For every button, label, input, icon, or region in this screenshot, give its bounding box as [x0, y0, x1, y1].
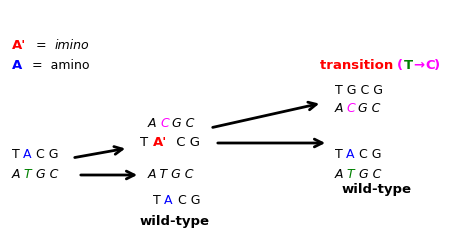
Text: A: A — [148, 117, 161, 129]
Text: C G: C G — [355, 149, 382, 161]
Text: C: C — [160, 117, 169, 129]
Text: A': A' — [12, 38, 26, 51]
Text: =  amino: = amino — [24, 59, 90, 72]
Text: T G C G: T G C G — [335, 83, 383, 96]
Text: G C: G C — [355, 169, 382, 182]
Text: transition: transition — [320, 59, 398, 72]
Text: T: T — [404, 59, 413, 72]
Text: A T G C: A T G C — [148, 169, 194, 182]
Text: A': A' — [153, 137, 167, 150]
Text: T: T — [23, 169, 31, 182]
Text: imino: imino — [55, 38, 90, 51]
Text: T: T — [346, 169, 354, 182]
Text: T: T — [153, 193, 165, 206]
Text: G C: G C — [168, 117, 194, 129]
Text: T: T — [140, 137, 152, 150]
Text: G C: G C — [32, 169, 58, 182]
Text: C: C — [346, 101, 355, 114]
Text: C G: C G — [174, 193, 201, 206]
Text: wild-type: wild-type — [140, 215, 210, 228]
Text: C G: C G — [172, 137, 200, 150]
Text: C: C — [425, 59, 435, 72]
Text: A: A — [335, 101, 347, 114]
Text: A: A — [164, 193, 173, 206]
Text: T: T — [12, 149, 24, 161]
Text: =: = — [28, 38, 55, 51]
Text: C G: C G — [32, 149, 58, 161]
Text: A: A — [12, 169, 25, 182]
Text: A: A — [12, 59, 22, 72]
Text: G C: G C — [354, 101, 380, 114]
Text: T: T — [335, 149, 347, 161]
Text: A: A — [23, 149, 31, 161]
Text: A: A — [346, 149, 355, 161]
Text: wild-type: wild-type — [342, 183, 412, 196]
Text: (: ( — [397, 59, 403, 72]
Text: A: A — [335, 169, 347, 182]
Text: ): ) — [434, 59, 440, 72]
Text: →: → — [413, 59, 424, 72]
